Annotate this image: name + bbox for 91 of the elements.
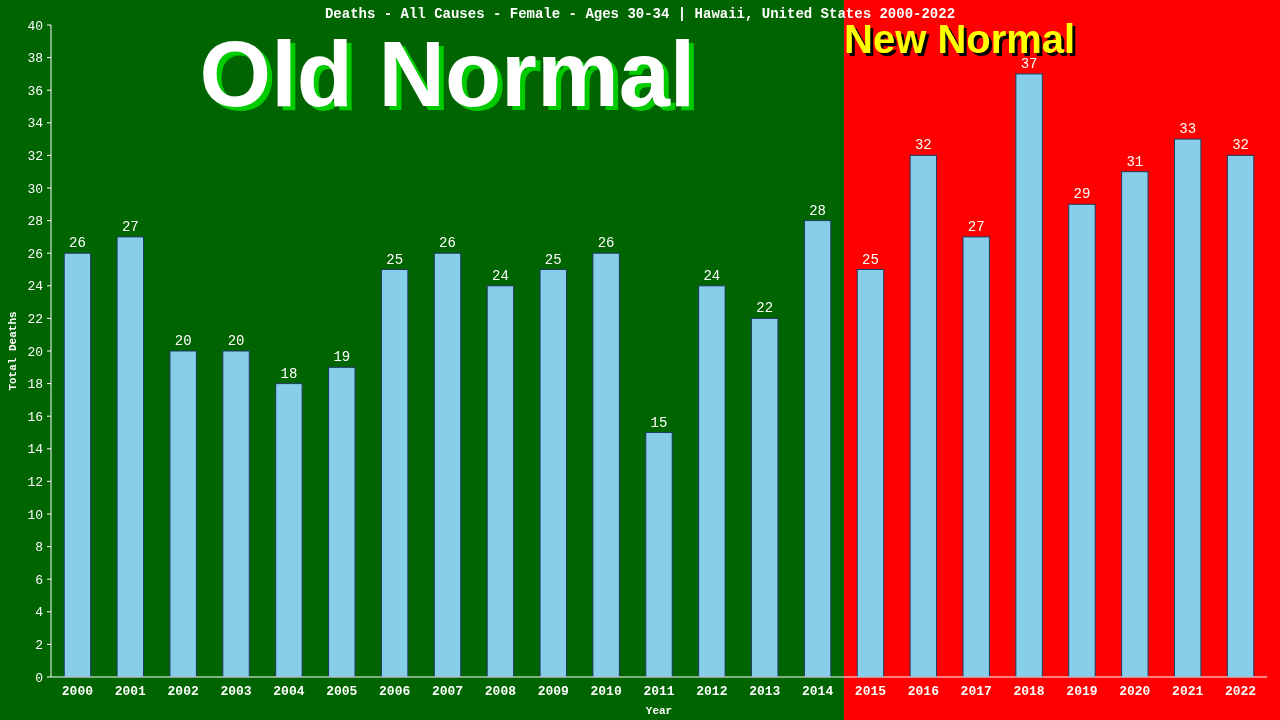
- data-label: 28: [809, 202, 827, 219]
- bar: [275, 383, 303, 678]
- x-tick-label: 2021: [1172, 684, 1204, 699]
- x-tick-label: 2004: [273, 684, 305, 699]
- x-tick-label: 2002: [167, 684, 199, 699]
- data-label: 25: [862, 251, 879, 268]
- y-tick-label: 0: [35, 670, 43, 686]
- y-tick-label: 20: [27, 344, 43, 360]
- x-tick-label: 2019: [1066, 684, 1098, 699]
- y-tick-label: 34: [27, 116, 44, 132]
- data-label: 24: [491, 267, 509, 284]
- data-label: 33: [1179, 121, 1197, 138]
- y-tick-label: 22: [27, 311, 43, 327]
- data-label: 15: [650, 414, 668, 431]
- data-label: 18: [280, 365, 298, 382]
- y-tick-label: 24: [27, 279, 44, 295]
- y-tick-label: 36: [27, 83, 43, 99]
- bar: [803, 220, 832, 678]
- data-label: 26: [597, 235, 615, 252]
- y-tick-label: 28: [27, 214, 43, 230]
- y-tick-label: 6: [35, 572, 43, 588]
- data-label: 32: [1232, 137, 1249, 154]
- x-tick-label: 2007: [431, 684, 464, 699]
- y-axis-title: Total Deaths: [7, 311, 19, 391]
- bar: [698, 285, 726, 678]
- y-tick-label: 4: [35, 605, 44, 621]
- y-tick-label: 2: [35, 637, 43, 653]
- y-tick-label: 10: [27, 507, 43, 523]
- bar: [856, 269, 885, 678]
- data-label: 24: [703, 267, 721, 284]
- x-tick-label: 2020: [1119, 684, 1151, 699]
- x-tick-label: 2000: [61, 684, 94, 699]
- data-label: 29: [1073, 186, 1091, 203]
- bar: [222, 350, 250, 678]
- data-label: 32: [914, 137, 932, 154]
- x-tick-label: 2016: [907, 684, 940, 699]
- bar: [751, 317, 779, 678]
- data-label: 26: [69, 235, 86, 252]
- y-tick-label: 14: [27, 442, 44, 458]
- x-tick-label: 2009: [537, 684, 570, 699]
- x-tick-label: 2022: [1224, 684, 1257, 699]
- data-label: 25: [386, 251, 404, 268]
- bar: [909, 154, 938, 678]
- data-label: 20: [174, 333, 192, 349]
- data-label: 19: [333, 349, 351, 366]
- bar: [433, 252, 462, 678]
- bar: [962, 236, 990, 678]
- data-label: 27: [121, 218, 139, 235]
- y-tick-label: 32: [27, 148, 43, 164]
- y-tick-label: 26: [27, 246, 43, 262]
- bar: [1015, 73, 1043, 678]
- bar: [380, 269, 409, 678]
- bar: [328, 366, 356, 678]
- y-tick-label: 38: [27, 51, 43, 67]
- bar: [63, 252, 92, 678]
- bar: [1121, 171, 1149, 678]
- bar: [486, 285, 515, 678]
- x-tick-label: 2011: [643, 684, 675, 699]
- x-tick-label: 2017: [960, 684, 992, 699]
- x-tick-label: 2003: [220, 684, 252, 699]
- x-tick-label: 2006: [379, 684, 411, 699]
- y-tick-label: 40: [27, 18, 43, 34]
- x-tick-label: 2001: [114, 684, 147, 699]
- x-tick-label: 2015: [854, 684, 887, 699]
- data-label: 22: [756, 300, 774, 317]
- y-tick-label: 12: [27, 474, 43, 490]
- y-tick-label: 18: [27, 377, 43, 393]
- x-tick-label: 2013: [749, 684, 781, 699]
- bar: [1226, 154, 1255, 678]
- x-tick-label: 2008: [484, 684, 517, 699]
- data-label: 31: [1126, 153, 1144, 170]
- bar: [116, 236, 145, 678]
- x-tick-label: 2005: [326, 684, 358, 699]
- bar: [169, 350, 197, 678]
- x-tick-label: 2014: [802, 684, 834, 699]
- y-tick-label: 16: [27, 409, 43, 425]
- bar: [539, 269, 567, 678]
- x-tick-label: 2010: [590, 684, 622, 699]
- x-tick-label: 2018: [1013, 684, 1045, 699]
- data-label: 25: [544, 251, 562, 268]
- data-label: 20: [227, 333, 245, 349]
- y-tick-label: 8: [35, 540, 43, 556]
- x-tick-label: 2012: [696, 684, 728, 699]
- bar: [1173, 138, 1202, 678]
- bar: [592, 252, 620, 678]
- x-axis-title: Year: [645, 705, 673, 717]
- data-label: 27: [967, 218, 985, 235]
- data-label: 26: [439, 235, 456, 252]
- bar: [1068, 203, 1096, 678]
- y-tick-label: 30: [27, 181, 43, 197]
- bar: [645, 432, 673, 678]
